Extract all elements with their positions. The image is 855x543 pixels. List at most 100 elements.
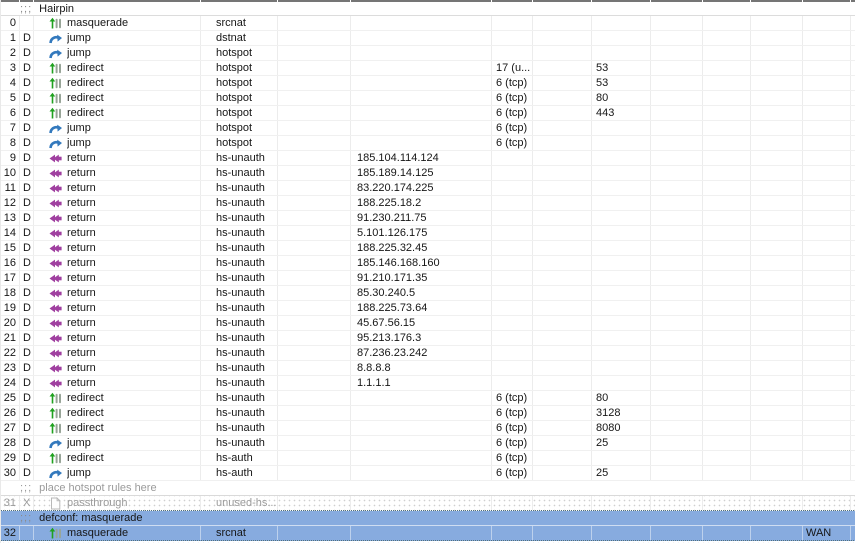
column-header-divider[interactable]	[201, 0, 278, 2]
dst-address-cell: 95.213.176.3	[351, 331, 492, 345]
cell	[651, 31, 703, 45]
out-interface-list-cell	[803, 16, 851, 30]
src-port-cell	[533, 346, 592, 360]
row-number-cell: 19	[1, 301, 20, 315]
action-label: jump	[67, 136, 91, 149]
cell	[703, 406, 751, 420]
return-icon	[49, 362, 62, 375]
src-address-cell	[278, 451, 351, 465]
src-address-cell	[278, 421, 351, 435]
column-header-divider[interactable]	[651, 0, 703, 2]
dst-address-cell	[351, 91, 492, 105]
cell	[751, 256, 803, 270]
dst-port-cell	[592, 211, 651, 225]
action-label: passthrough	[67, 496, 128, 509]
flags-cell: D	[20, 121, 34, 135]
row-number-cell: 4	[1, 76, 20, 90]
column-header-divider[interactable]	[803, 0, 851, 2]
column-header-divider[interactable]	[751, 0, 803, 2]
cell	[651, 436, 703, 450]
column-header-divider[interactable]	[20, 0, 34, 2]
column-header-divider[interactable]	[278, 0, 351, 2]
comment-row[interactable]: ;;; place hotspot rules here	[1, 481, 855, 496]
column-header-divider[interactable]	[34, 0, 201, 2]
column-header-divider[interactable]	[1, 0, 20, 2]
nat-rule-row[interactable]: 32 masquerade srcnat WAN	[1, 526, 855, 541]
comment-row[interactable]: ;;; defconf: masquerade	[1, 511, 855, 526]
out-interface-list-cell	[803, 61, 851, 75]
protocol-cell	[492, 241, 533, 255]
dst-port-cell	[592, 166, 651, 180]
dst-port-cell	[592, 316, 651, 330]
out-interface-list-cell	[803, 211, 851, 225]
flags-cell: D	[20, 106, 34, 120]
column-header-divider[interactable]	[851, 0, 855, 2]
column-header-divider[interactable]	[592, 0, 651, 2]
cell	[751, 151, 803, 165]
dst-port-cell	[592, 331, 651, 345]
chain-cell: hs-unauth	[201, 436, 278, 450]
cell	[703, 16, 751, 30]
comment-row[interactable]: ;;; Hairpin	[1, 2, 855, 16]
column-header-divider[interactable]	[492, 0, 533, 2]
cell	[651, 61, 703, 75]
cell	[703, 316, 751, 330]
action-cell: redirect	[34, 106, 201, 120]
flags-cell: D	[20, 436, 34, 450]
row-number-cell: 11	[1, 181, 20, 195]
cell	[851, 76, 855, 90]
src-port-cell	[533, 391, 592, 405]
column-header-divider[interactable]	[533, 0, 592, 2]
protocol-cell: 6 (tcp)	[492, 106, 533, 120]
cell	[651, 466, 703, 480]
action-label: return	[67, 361, 96, 374]
protocol-cell	[492, 166, 533, 180]
dst-address-cell: 87.236.23.242	[351, 346, 492, 360]
column-header-divider[interactable]	[703, 0, 751, 2]
flags-cell: D	[20, 331, 34, 345]
nat-rule-row[interactable]: 0 masquerade srcnat	[1, 16, 855, 31]
action-cell: return	[34, 316, 201, 330]
comment-text: place hotspot rules here	[39, 482, 157, 494]
protocol-cell: 6 (tcp)	[492, 391, 533, 405]
action-cell: return	[34, 271, 201, 285]
dst-port-cell	[592, 256, 651, 270]
src-address-cell	[278, 196, 351, 210]
src-address-cell	[278, 31, 351, 45]
column-header-divider[interactable]	[351, 0, 492, 2]
out-interface-list-cell	[803, 376, 851, 390]
row-number-cell: 25	[1, 391, 20, 405]
